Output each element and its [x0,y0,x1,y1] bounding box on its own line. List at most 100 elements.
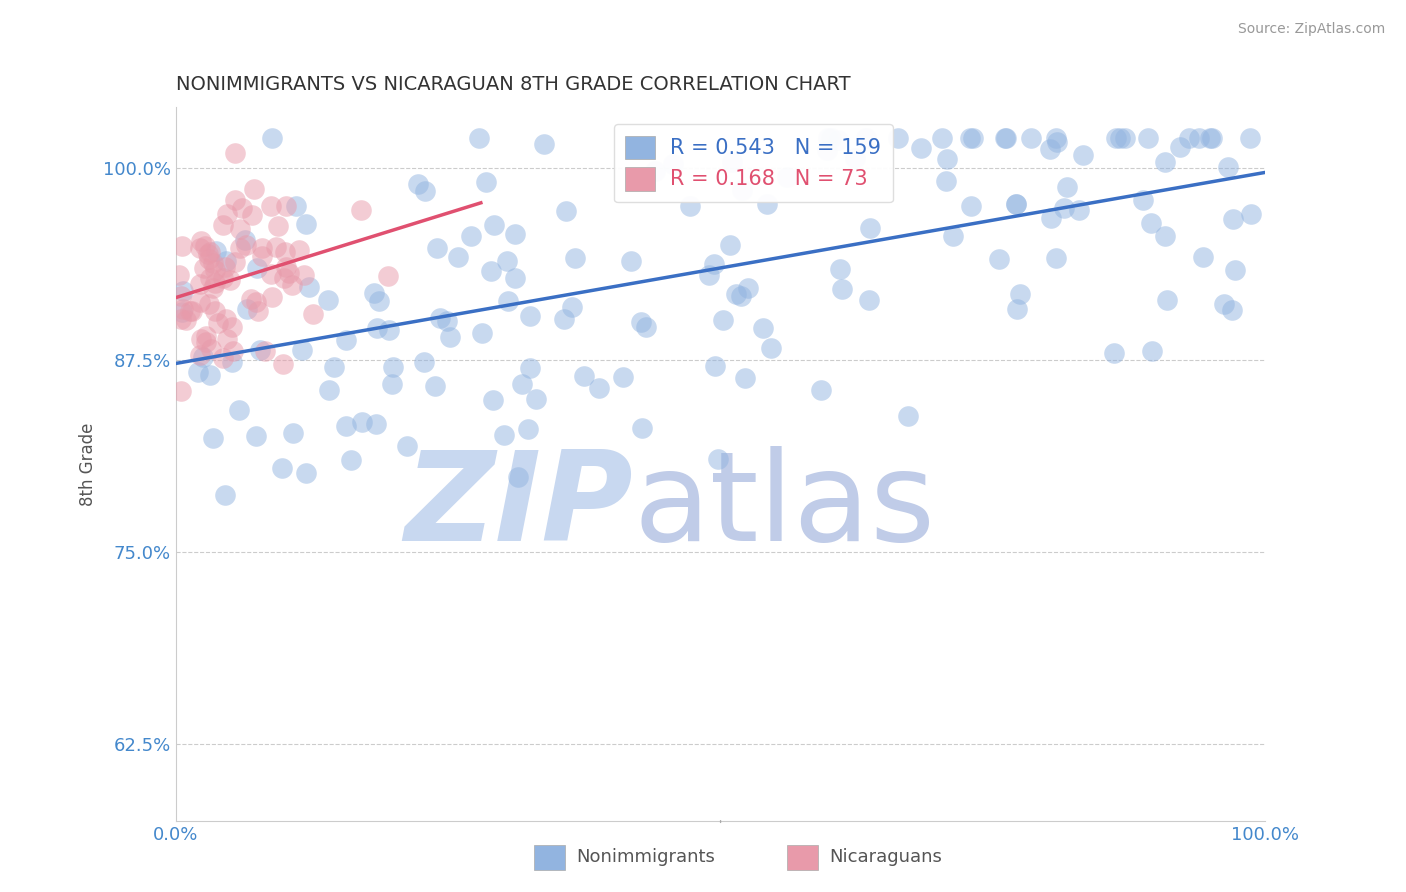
Point [994,130,1017,145]
Point [1114,130,1136,145]
Point [233,233,256,247]
Point [436,314,458,328]
Point [381,377,404,392]
Point [959,130,981,145]
Point [193,260,215,275]
Point [302,307,325,321]
Text: ZIP: ZIP [405,446,633,567]
Point [224,193,246,207]
Point [212,351,235,366]
Point [340,453,363,467]
Point [214,260,236,275]
Point [211,271,233,285]
Point [988,252,1011,266]
Point [561,301,583,315]
Point [250,242,273,256]
Point [697,268,720,283]
Point [224,146,246,161]
Text: Source: ZipAtlas.com: Source: ZipAtlas.com [1237,22,1385,37]
Point [292,268,315,282]
Point [1045,252,1067,266]
Point [413,355,436,369]
Point [198,252,221,266]
Point [318,383,340,397]
Point [1154,154,1177,169]
Point [240,292,263,306]
Point [205,244,228,258]
Point [259,199,281,213]
Point [274,244,297,259]
Point [316,293,339,307]
Point [827,133,849,147]
Point [439,330,461,344]
Point [1222,212,1244,227]
Point [364,417,387,431]
Point [468,130,491,145]
Point [181,304,204,318]
Point [1039,142,1062,156]
Point [1216,160,1239,174]
Point [447,250,470,264]
Point [931,130,953,145]
Point [246,261,269,276]
Point [1056,180,1078,194]
Point [245,428,267,442]
Point [475,175,498,189]
Point [935,174,957,188]
Point [170,305,193,319]
Text: Nonimmigrants: Nonimmigrants [576,848,716,866]
Point [1178,130,1201,145]
Point [274,198,297,212]
Point [942,229,965,244]
Point [1005,197,1028,211]
Point [170,384,193,398]
Point [194,335,217,350]
Point [1213,297,1236,311]
Point [273,271,295,285]
Point [731,183,754,197]
Point [1102,346,1125,360]
Point [204,262,226,277]
Point [188,294,211,309]
Point [533,137,555,152]
Point [214,488,236,502]
Point [243,182,266,196]
Point [277,266,299,280]
Text: NONIMMIGRANTS VS NICARAGUAN 8TH GRADE CORRELATION CHART: NONIMMIGRANTS VS NICARAGUAN 8TH GRADE CO… [176,75,851,95]
Point [179,304,201,318]
Point [281,277,304,292]
Point [172,284,194,298]
Point [1239,130,1261,145]
Point [262,290,284,304]
Point [1053,201,1076,215]
Point [413,185,436,199]
Point [246,304,269,318]
Point [1220,302,1243,317]
Point [858,293,880,307]
Point [201,256,224,270]
Point [831,282,853,296]
Point [1139,216,1161,230]
Point [817,130,839,145]
Point [481,263,503,277]
Point [630,421,652,435]
Point [1071,147,1094,161]
Point [1105,130,1128,145]
Point [1140,344,1163,359]
Point [170,239,193,253]
Point [706,452,728,467]
Point [235,301,257,316]
Point [1046,135,1069,149]
Point [271,357,294,371]
Point [636,320,658,334]
Point [519,310,541,324]
Point [1198,130,1220,145]
Point [249,343,271,358]
Point [235,238,257,252]
Point [204,304,226,318]
Point [810,384,832,398]
Point [188,348,211,362]
Point [267,219,290,233]
Point [363,285,385,300]
Point [897,409,920,423]
